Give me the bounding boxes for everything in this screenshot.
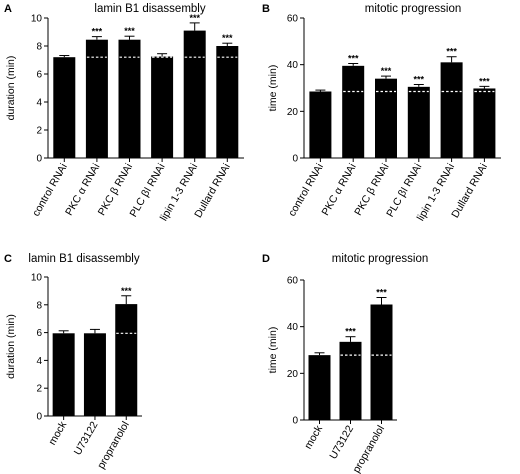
bar (339, 341, 362, 420)
bar (473, 88, 496, 158)
panel-letter: D (262, 253, 270, 265)
y-tick-label: 20 (287, 369, 299, 380)
y-tick-label: 0 (292, 416, 298, 427)
bar (309, 91, 332, 158)
bar (375, 78, 397, 158)
y-tick-label: 60 (287, 276, 299, 287)
y-tick-label: 10 (31, 273, 43, 284)
significance-label: *** (381, 66, 392, 76)
y-tick-label: 6 (36, 70, 42, 81)
y-tick-label: 6 (36, 328, 42, 339)
y-tick-label: 60 (287, 14, 299, 25)
chart-title: mitotic progression (365, 3, 462, 15)
y-tick-label: 20 (287, 107, 299, 118)
bar (216, 46, 239, 158)
y-tick-label: 0 (36, 154, 42, 165)
significance-label: *** (124, 26, 135, 36)
significance-label: *** (189, 13, 200, 23)
y-axis-label: duration (min) (5, 56, 17, 121)
bar (115, 304, 138, 416)
x-tick-label: U73122 (327, 423, 356, 461)
significance-label: *** (121, 286, 132, 296)
y-tick-label: 8 (36, 42, 42, 53)
x-tick-label: U73122 (72, 419, 101, 457)
chart-title: lamin B1 disassembly (28, 253, 139, 265)
bar (308, 355, 331, 420)
panel-letter: B (262, 3, 270, 15)
y-tick-label: 0 (36, 412, 42, 423)
y-tick-label: 40 (287, 60, 299, 71)
y-tick-label: 10 (31, 14, 43, 25)
significance-label: *** (446, 47, 457, 57)
significance-label: *** (345, 327, 356, 337)
chart-title: mitotic progression (332, 253, 429, 265)
panel-letter: A (4, 3, 12, 15)
x-tick-label: mock (46, 419, 69, 447)
x-tick-label: propranolol (95, 420, 132, 472)
bar (440, 62, 463, 159)
x-tick-label: mock (302, 423, 325, 451)
bar (85, 39, 108, 159)
y-tick-label: 40 (287, 322, 299, 333)
y-axis-label: time (min) (267, 327, 279, 374)
x-tick-label: propranolol (350, 424, 387, 474)
significance-label: *** (92, 27, 103, 37)
bar (52, 333, 75, 416)
significance-label: *** (414, 75, 425, 85)
bar (407, 86, 430, 158)
significance-label: *** (222, 33, 233, 43)
bar (370, 304, 393, 420)
y-axis-label: duration (min) (5, 314, 17, 379)
y-tick-label: 2 (36, 384, 42, 395)
y-tick-label: 4 (36, 356, 42, 367)
panel-letter: C (4, 253, 12, 265)
y-tick-label: 4 (36, 98, 42, 109)
bar (83, 333, 106, 416)
chart-title: lamin B1 disassembly (94, 3, 205, 15)
bar (342, 65, 365, 158)
y-tick-label: 2 (36, 126, 42, 137)
y-tick-label: 8 (36, 300, 42, 311)
significance-label: *** (348, 54, 359, 64)
bar (118, 39, 141, 159)
bar (151, 56, 174, 158)
y-axis-label: time (min) (267, 65, 279, 112)
bar (53, 57, 76, 159)
significance-label: *** (479, 76, 490, 86)
y-tick-label: 0 (292, 154, 298, 165)
bar (183, 30, 206, 159)
significance-label: *** (376, 288, 387, 298)
